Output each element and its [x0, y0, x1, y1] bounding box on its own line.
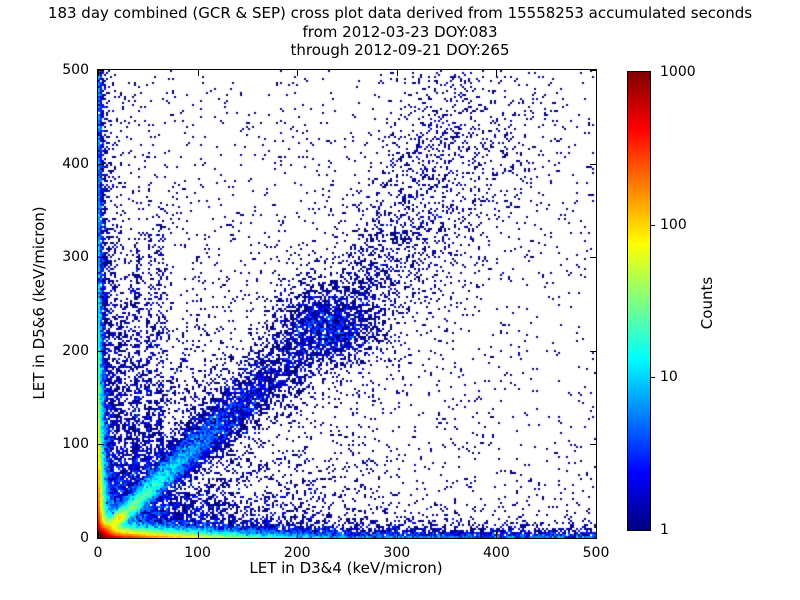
y-axis-tick-mark	[98, 163, 104, 165]
x-axis-tick-mark	[496, 70, 498, 76]
y-axis-tick-mark	[590, 70, 596, 71]
y-axis-tick-mark	[98, 444, 104, 446]
y-axis-tick-mark	[98, 257, 104, 259]
x-axis-tick-mark	[98, 532, 99, 538]
x-axis-tick-mark	[496, 532, 498, 538]
y-axis-label: LET in D5&6 (keV/micron)	[30, 206, 48, 400]
y-axis-tick-mark	[590, 350, 596, 352]
colorbar-tick-label: 1000	[660, 64, 696, 80]
colorbar-gradient	[628, 72, 650, 530]
y-axis-tick-label: 0	[80, 530, 89, 546]
x-axis-tick-mark	[596, 532, 597, 538]
y-axis-tick-mark	[590, 163, 596, 165]
x-axis-tick-label: 0	[93, 545, 103, 561]
x-axis-tick-label: 500	[582, 545, 610, 561]
figure-title-line-2: from 2012-03-23 DOY:083	[302, 23, 498, 41]
x-axis-tick-mark	[396, 70, 398, 76]
x-axis-tick-mark	[197, 532, 199, 538]
x-axis-tick-mark	[396, 532, 398, 538]
colorbar-tick-label: 10	[660, 369, 678, 386]
x-axis-tick-mark	[297, 532, 299, 538]
y-axis-tick-label: 100	[62, 436, 89, 453]
y-axis-tick-label: 500	[62, 62, 89, 78]
x-axis-tick-mark	[98, 70, 99, 76]
y-axis-tick-mark	[590, 538, 596, 539]
colorbar-tick-mark	[651, 225, 655, 226]
x-axis-tick-label: 200	[283, 545, 311, 561]
figure-title-line-1: 183 day combined (GCR & SEP) cross plot …	[47, 4, 753, 22]
y-axis-tick-label: 200	[62, 342, 89, 359]
colorbar-label: Counts	[698, 276, 716, 330]
y-axis-tick-mark	[98, 70, 104, 71]
plot-area: 0 100 200 300 400 500 0 100 200 300 400 500	[62, 62, 609, 561]
x-axis-tick-mark	[596, 70, 597, 76]
y-axis-tick-mark	[590, 257, 596, 259]
x-axis-label: LET in D3&4 (keV/micron)	[249, 559, 443, 577]
x-axis-tick-mark	[297, 70, 299, 76]
y-axis-tick-mark	[590, 444, 596, 446]
scatter-canvas	[98, 70, 596, 538]
colorbar-tick-label: 1	[660, 522, 669, 538]
x-axis-tick-label: 400	[483, 545, 510, 561]
x-axis-tick-mark	[197, 70, 199, 76]
colorbar-tick-mark	[651, 377, 655, 378]
colorbar-tick-label: 100	[660, 216, 687, 233]
y-axis-tick-mark	[98, 350, 104, 352]
figure-title-line-3: through 2012-09-21 DOY:265	[290, 41, 510, 59]
y-axis-tick-mark	[98, 538, 104, 539]
x-axis-tick-label: 300	[383, 545, 411, 561]
colorbar: 1 10 100 1000	[627, 64, 696, 538]
y-axis-tick-label: 400	[62, 155, 89, 172]
y-axis-tick-label: 300	[62, 249, 89, 266]
x-axis-tick-label: 100	[184, 545, 211, 561]
